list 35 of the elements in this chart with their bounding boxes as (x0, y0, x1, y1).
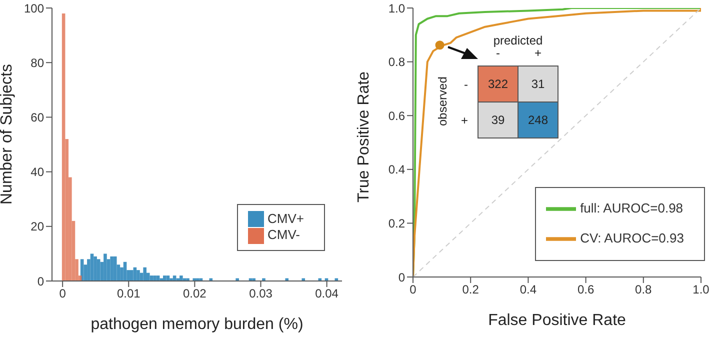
x-tick-label: 1.0 (692, 282, 710, 297)
x-axis-title: False Positive Rate (488, 312, 626, 329)
data-label: 31 (531, 77, 545, 91)
y-axis-title: True Positive Rate (356, 71, 373, 202)
y-tick-label: 20 (30, 220, 44, 234)
y-tick-label: 0.8 (388, 55, 406, 70)
y-tick-label: 100 (24, 1, 44, 16)
x-tick-label: 0.01 (116, 286, 141, 301)
data-label: 39 (491, 113, 505, 127)
x-tick-label: 0.03 (249, 286, 273, 301)
y-tick-label: 1.0 (388, 1, 406, 16)
x-tick-label: 0.02 (183, 286, 207, 301)
y-tick-label: 80 (30, 56, 44, 70)
legend-label: CV: AUROC=0.93 (580, 230, 684, 246)
x-tick-label: 0 (410, 282, 417, 297)
x-tick-label: 0.8 (635, 282, 652, 297)
y-tick-label: 40 (30, 165, 44, 180)
y-tick-label: 0.2 (388, 216, 406, 230)
y-tick-label: 60 (30, 110, 44, 124)
y-axis-title: observed (435, 76, 450, 126)
x-axis-title: predicted (493, 34, 543, 48)
legend-label: full: AUROC=0.98 (580, 200, 684, 216)
x-tick-label: 0.04 (315, 286, 339, 301)
y-tick-label: 0.6 (388, 108, 406, 123)
y-tick-label: 0.4 (388, 162, 406, 177)
data-label: 322 (488, 77, 508, 91)
x-tick-label: 0.4 (520, 282, 537, 297)
x-axis-title: pathogen memory burden (%) (90, 316, 304, 333)
data-label: 248 (528, 113, 548, 127)
legend-label: CMV- (268, 227, 300, 242)
legend-label: CMV+ (268, 210, 304, 226)
y-axis-title: Number of Subjects (0, 64, 16, 204)
y-tick-label: 0 (398, 270, 406, 284)
x-tick-label: 0 (59, 286, 66, 301)
x-tick-label: 0.6 (577, 282, 594, 297)
